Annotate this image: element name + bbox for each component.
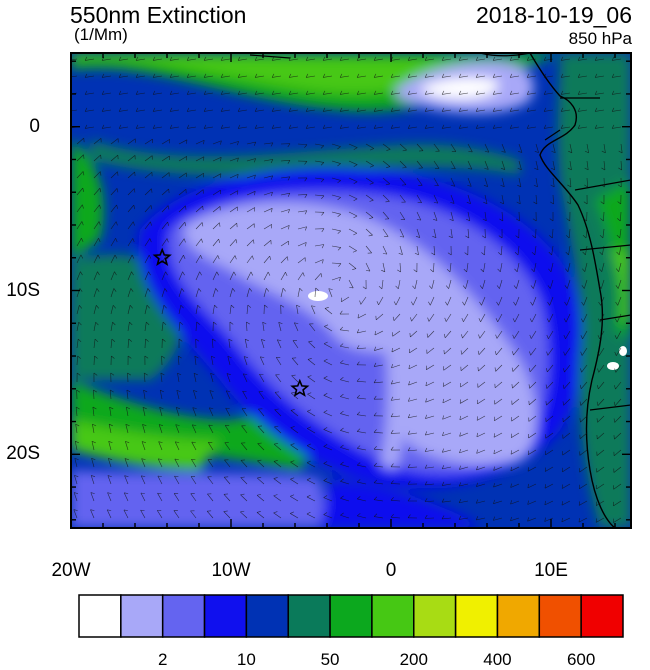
- colorbar-swatch: [372, 595, 414, 637]
- colorbar-swatch: [330, 595, 372, 637]
- colorbar-swatch: [288, 595, 330, 637]
- colorbar-label: 200: [400, 650, 428, 670]
- colorbar-swatch: [414, 595, 456, 637]
- x-tick-label: 0: [386, 560, 397, 582]
- x-tick-label: 10W: [211, 560, 250, 582]
- colorbar-label: 600: [567, 650, 595, 670]
- clear-patch: [619, 346, 627, 356]
- clear-patch: [308, 291, 328, 301]
- colorbar: [79, 595, 623, 637]
- colorbar-swatch: [205, 595, 247, 637]
- colorbar-swatch: [456, 595, 498, 637]
- colorbar-swatch: [497, 595, 539, 637]
- x-tick-label: 20W: [51, 560, 90, 582]
- colorbar-swatch: [539, 595, 581, 637]
- colorbar-swatch: [581, 595, 623, 637]
- clear-patch: [607, 362, 619, 370]
- colorbar-swatch: [79, 595, 121, 637]
- colorbar-label: 400: [483, 650, 511, 670]
- colorbar-label: 10: [237, 650, 256, 670]
- colorbar-label: 50: [321, 650, 340, 670]
- y-tick-label: 20S: [0, 443, 40, 465]
- colorbar-swatch: [121, 595, 163, 637]
- y-tick-label: 10S: [0, 280, 40, 302]
- x-tick-label: 10E: [534, 560, 568, 582]
- y-tick-label: 0: [0, 116, 40, 138]
- colorbar-swatch: [246, 595, 288, 637]
- colorbar-label: 2: [158, 650, 167, 670]
- colorbar-swatch: [163, 595, 205, 637]
